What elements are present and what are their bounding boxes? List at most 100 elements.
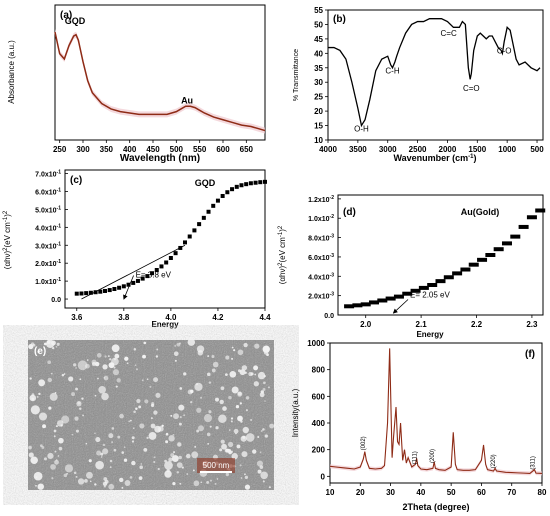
- sem-particle: [63, 473, 68, 478]
- panel-b-annotation-cc: C=C: [441, 29, 457, 38]
- panel-b-ytick-label-2: 20: [314, 107, 323, 116]
- panel-d-point-11: [435, 279, 446, 284]
- sem-particle: [206, 432, 211, 437]
- panel-c-arrow: [123, 275, 134, 300]
- sem-particle: [82, 414, 85, 417]
- sem-particle: [257, 435, 260, 439]
- sem-particle: [108, 362, 115, 369]
- sem-particle: [252, 449, 257, 454]
- sem-particle: [235, 404, 240, 409]
- sem-particle: [190, 401, 193, 404]
- sem-particle: [61, 373, 65, 377]
- sem-particle: [54, 392, 57, 394]
- sem-particle: [71, 392, 76, 397]
- sem-particle: [166, 469, 170, 473]
- sem-particle: [262, 428, 265, 431]
- panel-d-ytick-label-2: 4.0x10-3: [308, 272, 334, 281]
- sem-particle: [222, 406, 227, 411]
- panel-a-uv-vis: 250 300 350 400 450 500 550 600 650 (a) Waveleng…: [7, 4, 266, 164]
- sem-particle: [181, 466, 184, 469]
- panel-c-title: GQD: [195, 178, 216, 188]
- panel-c-tangent-line: [81, 244, 186, 300]
- panel-d-point-21: [518, 224, 529, 229]
- panel-c-tauc-gqd: 3.6 3.8 4.0 4.2 4.4 0.0 1.0x10-1 2.0x10-1 3.0x10…: [3, 169, 271, 329]
- sem-particle: [183, 372, 187, 376]
- sem-particle: [153, 456, 156, 459]
- panel-d-point-20: [510, 234, 521, 239]
- sem-particle: [178, 455, 182, 460]
- sem-particle: [259, 451, 262, 454]
- panel-c-point-2: [84, 291, 89, 296]
- sem-particle: [263, 381, 266, 385]
- panel-d-point-14: [460, 267, 471, 272]
- sem-particle: [76, 401, 82, 407]
- sem-particle: [155, 392, 161, 398]
- sem-particle: [264, 434, 268, 438]
- panel-d-title: Au(Gold): [461, 207, 500, 217]
- panel-c-frame: [64, 169, 266, 309]
- sem-particle: [86, 359, 89, 361]
- panel-c-point-16: [150, 271, 155, 276]
- sem-particle: [171, 455, 179, 463]
- panel-c-point-30: [215, 198, 220, 203]
- sem-particle: [237, 415, 243, 422]
- panel-c-point-39: [258, 180, 263, 185]
- sem-particle: [269, 423, 275, 429]
- panel-f-xtick-label-4: 50: [447, 488, 456, 497]
- sem-particle: [253, 365, 259, 371]
- sem-particle: [71, 433, 74, 436]
- sem-particle: [91, 359, 97, 365]
- panel-c-xtick-label-4: 4.4: [259, 313, 271, 322]
- panel-c-point-6: [103, 288, 107, 293]
- panel-b-annotation-oh: O-H: [354, 124, 369, 133]
- panel-f-frame: [329, 342, 543, 484]
- panel-c-point-8: [112, 287, 117, 292]
- panel-d-arrow: [392, 299, 409, 314]
- panel-d-point-18: [493, 247, 504, 252]
- sem-particle: [209, 479, 212, 482]
- sem-particle: [203, 414, 213, 423]
- panel-b-frame: [327, 9, 544, 141]
- sem-particle: [245, 409, 248, 412]
- sem-particle: [174, 359, 177, 362]
- sem-particle: [208, 410, 212, 414]
- panel-b-xlabel-superscript: -1: [468, 154, 474, 160]
- panel-f-ytick-label-1: 200: [312, 446, 326, 455]
- panel-c-point-29: [211, 203, 216, 208]
- panel-c-markers: [74, 179, 267, 296]
- panel-d-xtick-label-2: 2.2: [471, 320, 483, 329]
- panel-c-point-14: [140, 276, 145, 281]
- panel-c-point-24: [187, 234, 192, 239]
- sem-particle: [143, 448, 148, 452]
- sem-particle: [81, 397, 84, 400]
- sem-particle: [31, 397, 35, 401]
- sem-particle: [170, 453, 175, 458]
- panel-f-xrd-pattern: [329, 348, 543, 474]
- sem-particle: [68, 376, 74, 382]
- sem-particle: [220, 386, 225, 391]
- panel-a-shading: [55, 29, 265, 134]
- sem-particle: [250, 372, 254, 376]
- panel-c-point-11: [126, 282, 131, 287]
- panel-f-xtick-label-7: 80: [538, 488, 547, 497]
- panel-f-annotation-002: (002): [361, 436, 367, 450]
- sem-particle: [46, 339, 55, 348]
- panel-f-annotation-200: (200): [430, 449, 436, 463]
- sem-particle: [211, 354, 215, 358]
- sem-particle: [150, 423, 156, 429]
- sem-particle: [254, 343, 260, 349]
- panel-d-point-17: [485, 253, 496, 257]
- sem-particle: [178, 404, 185, 411]
- sem-particle: [112, 369, 119, 376]
- sem-particle: [197, 350, 204, 356]
- sem-particle: [124, 480, 131, 486]
- sem-particle: [149, 385, 152, 388]
- panel-b-ytick-label-5: 35: [314, 64, 323, 73]
- sem-particle: [190, 389, 194, 394]
- panel-c-point-37: [248, 181, 253, 186]
- sem-particle: [113, 448, 117, 452]
- panel-d-point-23: [535, 208, 546, 213]
- panel-c-point-36: [244, 182, 249, 187]
- panel-b-ytick-label-4: 30: [314, 78, 323, 87]
- sem-particle: [256, 460, 263, 467]
